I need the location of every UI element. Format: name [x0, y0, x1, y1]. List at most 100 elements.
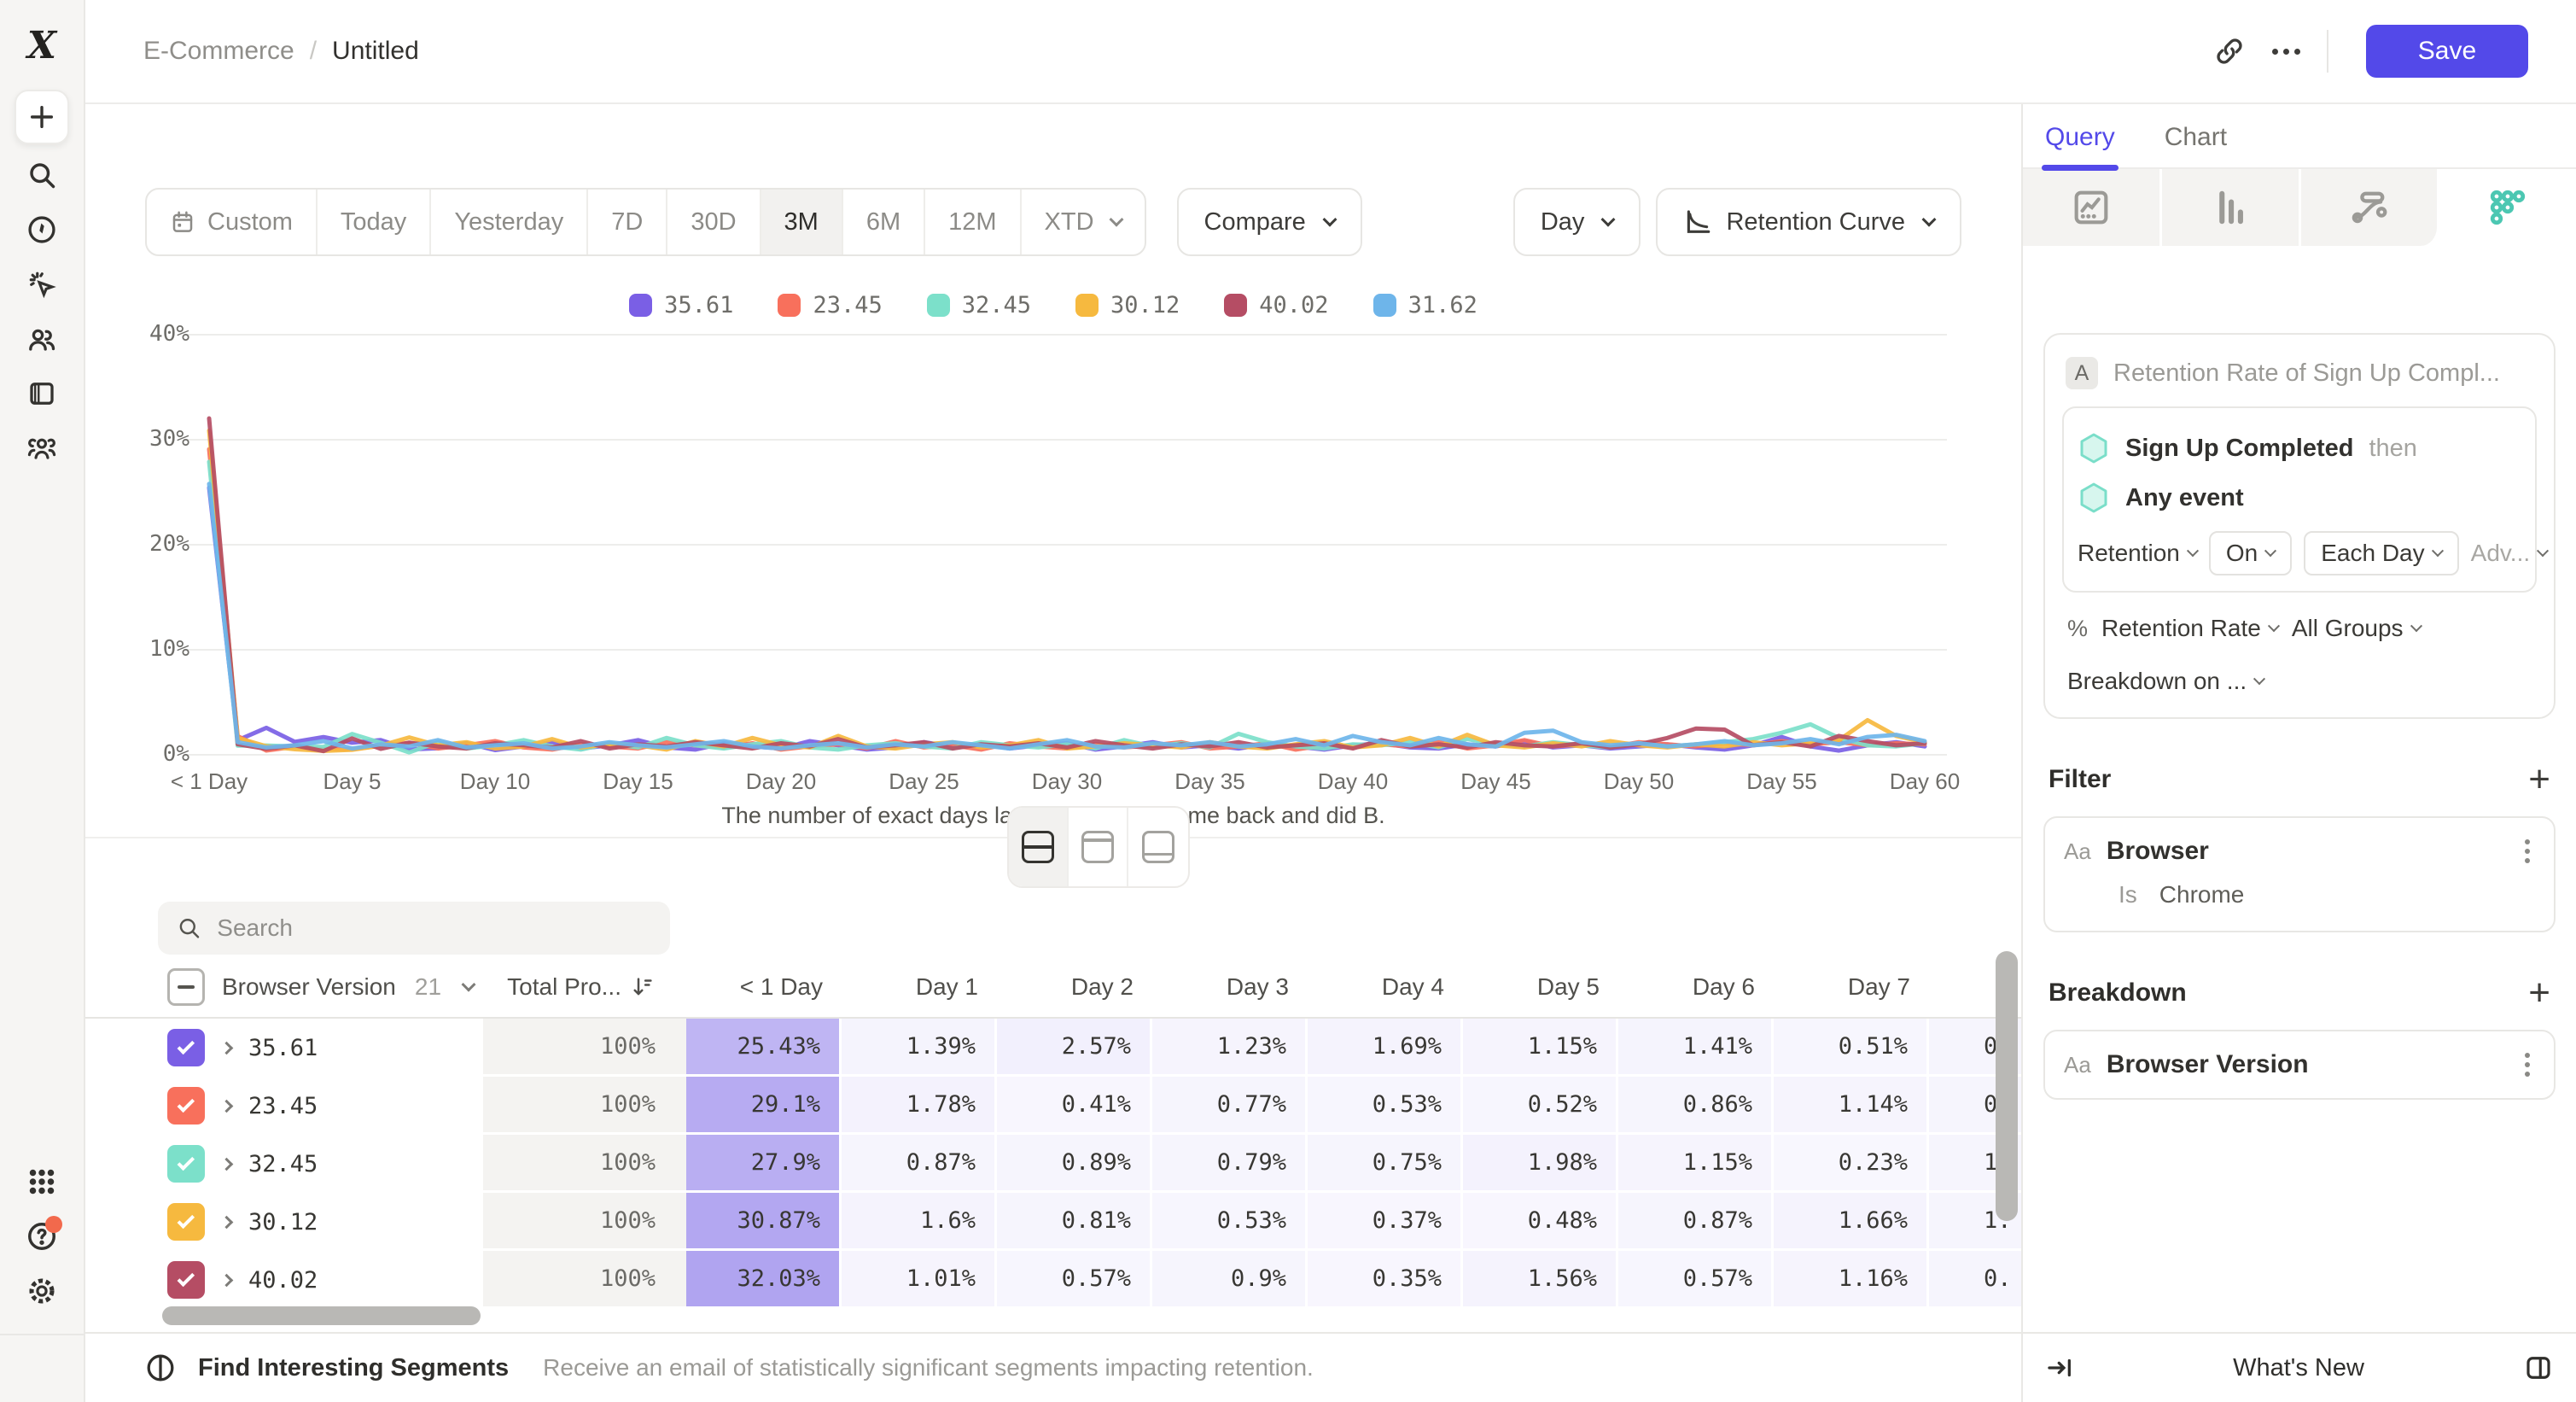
- day-header-cell[interactable]: Day 3: [1152, 956, 1308, 1017]
- retention-cell[interactable]: 1.15%: [1618, 1135, 1774, 1193]
- retention-cell[interactable]: 0.89%: [997, 1135, 1152, 1193]
- retention-type-dropdown[interactable]: Retention: [2078, 540, 2199, 567]
- retention-cell[interactable]: 1.01%: [842, 1251, 997, 1309]
- retention-cell[interactable]: 32.03%: [686, 1251, 842, 1309]
- layout-split-view-button[interactable]: [1009, 808, 1069, 886]
- sidebar-item-apps[interactable]: [15, 1154, 69, 1209]
- row-checkbox[interactable]: [167, 1087, 205, 1125]
- legend-item[interactable]: 40.02: [1224, 292, 1329, 318]
- retention-cell[interactable]: 0.77%: [1152, 1077, 1308, 1135]
- split-panel-icon[interactable]: [2523, 1352, 2554, 1383]
- add-breakdown-button[interactable]: +: [2528, 972, 2550, 1014]
- series-line-31.62[interactable]: [207, 482, 1927, 751]
- day-header-cell[interactable]: Day 5: [1463, 956, 1618, 1017]
- filter-operator[interactable]: Is: [2118, 881, 2137, 908]
- retention-cell[interactable]: 1.98%: [1463, 1135, 1618, 1193]
- search-input[interactable]: [217, 914, 651, 942]
- vertical-scrollbar-thumb[interactable]: [1996, 951, 2018, 1221]
- row-checkbox[interactable]: [167, 1029, 205, 1066]
- retention-cell[interactable]: 1.15%: [1463, 1019, 1618, 1077]
- breakdown-on-dropdown[interactable]: Breakdown on ...: [2067, 668, 2266, 695]
- legend-item[interactable]: 23.45: [778, 292, 883, 318]
- layout-table-only-button[interactable]: [1128, 808, 1188, 886]
- collapse-panel-icon[interactable]: [2045, 1353, 2074, 1382]
- series-line-23.45[interactable]: [207, 447, 1927, 753]
- retention-cell[interactable]: 0.57%: [1618, 1251, 1774, 1309]
- retention-cell[interactable]: 0.81%: [997, 1193, 1152, 1251]
- sidebar-collapse-button[interactable]: [0, 1335, 84, 1402]
- groups-dropdown[interactable]: All Groups: [2292, 615, 2422, 642]
- retention-line-chart[interactable]: [85, 328, 2021, 768]
- on-dropdown[interactable]: On: [2208, 531, 2293, 575]
- sidebar-item-search[interactable]: [15, 148, 69, 202]
- filter-kebab-icon[interactable]: [2525, 849, 2530, 854]
- day-header-cell[interactable]: Day 1: [842, 956, 997, 1017]
- advanced-dropdown[interactable]: Adv...: [2471, 540, 2550, 567]
- date-range-12m[interactable]: 12M: [925, 190, 1022, 254]
- date-range-today[interactable]: Today: [318, 190, 432, 254]
- retention-cell[interactable]: 0.9%: [1152, 1251, 1308, 1309]
- series-line-32.45[interactable]: [207, 459, 1927, 755]
- query-step-row[interactable]: Sign Up Completed then: [2078, 424, 2521, 473]
- horizontal-scrollbar-thumb[interactable]: [162, 1306, 481, 1325]
- retention-cell[interactable]: 0.41%: [997, 1077, 1152, 1135]
- expand-row-icon[interactable]: [219, 1273, 234, 1287]
- retention-cell[interactable]: 0.87%: [1618, 1193, 1774, 1251]
- sidebar-item-boards[interactable]: [15, 366, 69, 421]
- query-step-row[interactable]: Any event: [2078, 473, 2521, 523]
- retention-cell[interactable]: 1.14%: [1774, 1077, 1929, 1135]
- more-options-icon[interactable]: [2283, 48, 2289, 55]
- row-checkbox[interactable]: [167, 1145, 205, 1183]
- retention-cell[interactable]: 0.52%: [1463, 1077, 1618, 1135]
- expand-row-icon[interactable]: [219, 1099, 234, 1113]
- filter-property[interactable]: Browser: [2106, 837, 2209, 865]
- retention-cell[interactable]: 0.57%: [997, 1251, 1152, 1309]
- create-new-button[interactable]: [15, 90, 69, 144]
- tab-query[interactable]: Query: [2042, 123, 2118, 171]
- retention-cell[interactable]: 0.35%: [1308, 1251, 1463, 1309]
- retention-cell[interactable]: 0.48%: [1463, 1193, 1618, 1251]
- legend-item[interactable]: 35.61: [629, 292, 733, 318]
- retention-cell[interactable]: 0.51%: [1774, 1019, 1929, 1077]
- retention-cell[interactable]: 0.75%: [1308, 1135, 1463, 1193]
- sidebar-item-users[interactable]: [15, 312, 69, 366]
- sidebar-item-discover[interactable]: [15, 202, 69, 257]
- date-range-7d[interactable]: 7D: [588, 190, 668, 254]
- share-link-icon[interactable]: [2213, 35, 2246, 67]
- retention-cell[interactable]: 1.78%: [842, 1077, 997, 1135]
- chart-type-insights[interactable]: [2023, 169, 2162, 246]
- retention-cell[interactable]: 27.9%: [686, 1135, 842, 1193]
- series-line-35.61[interactable]: [207, 485, 1927, 753]
- find-segments-button[interactable]: Find Interesting Segments: [198, 1353, 510, 1382]
- legend-item[interactable]: 31.62: [1373, 292, 1477, 318]
- retention-cell[interactable]: 1.39%: [842, 1019, 997, 1077]
- mixpanel-logo-icon[interactable]: X: [26, 24, 57, 67]
- row-checkbox[interactable]: [167, 1203, 205, 1241]
- sidebar-item-help[interactable]: [15, 1209, 69, 1264]
- metric-dropdown[interactable]: Retention Rate: [2101, 615, 2280, 642]
- whats-new-link[interactable]: What's New: [2233, 1353, 2364, 1382]
- date-range-6m[interactable]: 6M: [843, 190, 926, 254]
- day-header-cell[interactable]: Day 7: [1774, 956, 1929, 1017]
- retention-cell[interactable]: 1.56%: [1463, 1251, 1618, 1309]
- expand-row-icon[interactable]: [219, 1041, 234, 1054]
- expand-row-icon[interactable]: [219, 1157, 234, 1171]
- group-column-label[interactable]: Browser Version: [222, 973, 396, 1000]
- retention-cell[interactable]: 2.57%: [997, 1019, 1152, 1077]
- each-day-dropdown[interactable]: Each Day: [2304, 531, 2459, 575]
- sidebar-item-settings[interactable]: [15, 1264, 69, 1318]
- breakdown-kebab-icon[interactable]: [2525, 1062, 2530, 1067]
- day-header-cell[interactable]: Day 4: [1308, 956, 1463, 1017]
- tab-chart[interactable]: Chart: [2164, 123, 2228, 151]
- date-range-yesterday[interactable]: Yesterday: [431, 190, 589, 254]
- layout-chart-only-button[interactable]: [1069, 808, 1128, 886]
- retention-cell[interactable]: 0.79%: [1152, 1135, 1308, 1193]
- legend-item[interactable]: 32.45: [926, 292, 1031, 318]
- save-button[interactable]: Save: [2366, 25, 2528, 78]
- retention-cell[interactable]: 30.87%: [686, 1193, 842, 1251]
- compare-button[interactable]: Compare: [1176, 188, 1362, 256]
- total-header-cell[interactable]: Total Pro...: [483, 956, 686, 1017]
- day-header-cell[interactable]: Day 2: [997, 956, 1152, 1017]
- retention-cell[interactable]: 1.6%: [842, 1193, 997, 1251]
- date-range-3m[interactable]: 3M: [761, 190, 843, 254]
